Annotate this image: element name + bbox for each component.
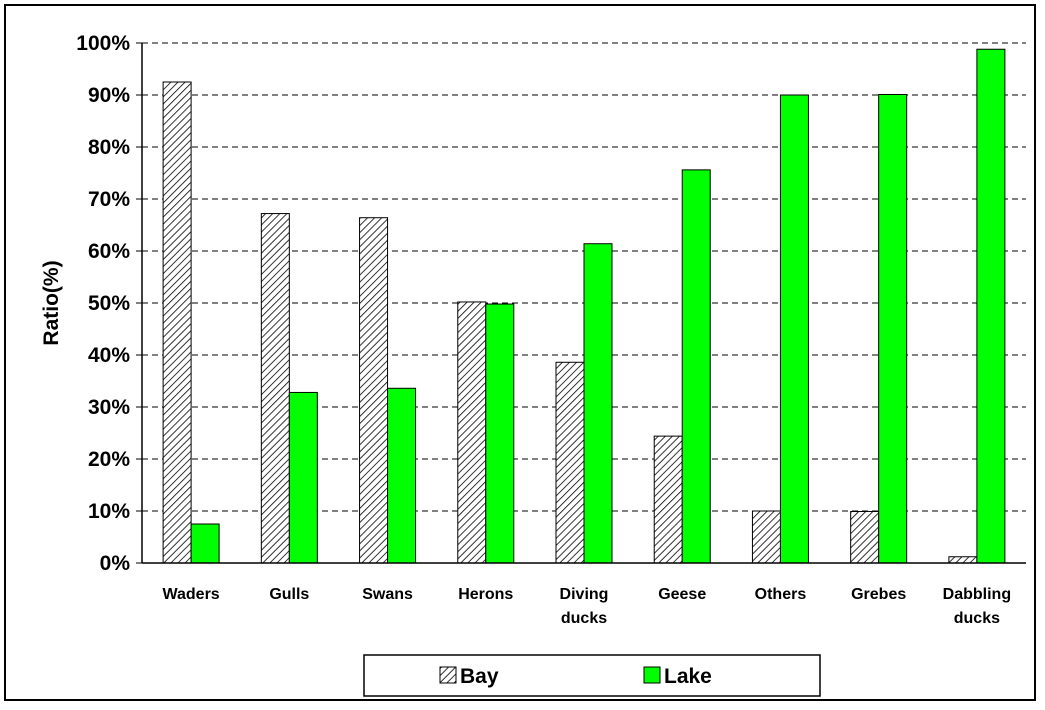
category-label: Herons [458,586,513,603]
bar-lake [878,93,908,564]
y-tick-label: 60% [88,240,130,263]
category-label: Diving ducks [560,586,609,627]
bar-lake [583,243,613,564]
y-tick-label: 20% [88,448,130,471]
axes [136,42,1026,564]
category-label: Others [755,586,807,603]
bar-bay [948,556,978,564]
y-tick-label: 0% [100,552,131,575]
bar-lake [190,523,220,564]
category-label: Dabbling ducks [943,586,1011,627]
bar-bay [555,361,585,564]
y-axis-title: Ratio(%) [40,260,63,345]
bar-lake [288,391,318,564]
bar-bay [653,435,683,564]
bar-chart: 0% 10% 20% 30% 40% 50% 60% 70% 80% 90% 100% Waders… [40,32,1026,697]
bar-lake [681,169,711,564]
legend-label-bay: Bay [460,665,499,688]
category-label: Grebes [851,586,906,603]
category-label: Geese [658,586,706,603]
bar-bay [457,301,487,564]
legend-swatch-lake [643,666,661,684]
bar-bay [359,217,389,564]
bar-lake [976,48,1006,564]
bar-bay [260,213,290,564]
y-tick-label: 10% [88,500,130,523]
y-tick-label: 30% [88,396,130,419]
bar-bay [162,81,192,564]
y-tick-label: 50% [88,292,130,315]
category-label: Waders [163,586,220,603]
bar-bay [751,510,781,564]
y-tick-label: 90% [88,84,130,107]
category-label: Swans [362,586,413,603]
category-label: Gulls [269,586,309,603]
bar-lake [779,94,809,564]
bar-lake [485,303,515,564]
y-tick-label: 40% [88,344,130,367]
y-tick-label: 80% [88,136,130,159]
legend-box [363,654,821,697]
y-tick-labels: 0% 10% 20% 30% 40% 50% 60% 70% 80% 90% 100% [76,32,130,575]
legend-swatch-bay [439,666,457,684]
y-tick-label: 70% [88,188,130,211]
bar-lake [387,387,417,564]
legend: Bay Lake [363,654,821,697]
y-tick-label: 100% [76,32,130,55]
bar-bay [850,511,880,564]
legend-label-lake: Lake [664,665,712,688]
chart-frame: 0% 10% 20% 30% 40% 50% 60% 70% 80% 90% 100% Waders… [4,4,1036,701]
category-labels: Waders Gulls Swans Herons Diving ducks Geese Ot… [163,586,1012,627]
bars [162,48,1006,564]
